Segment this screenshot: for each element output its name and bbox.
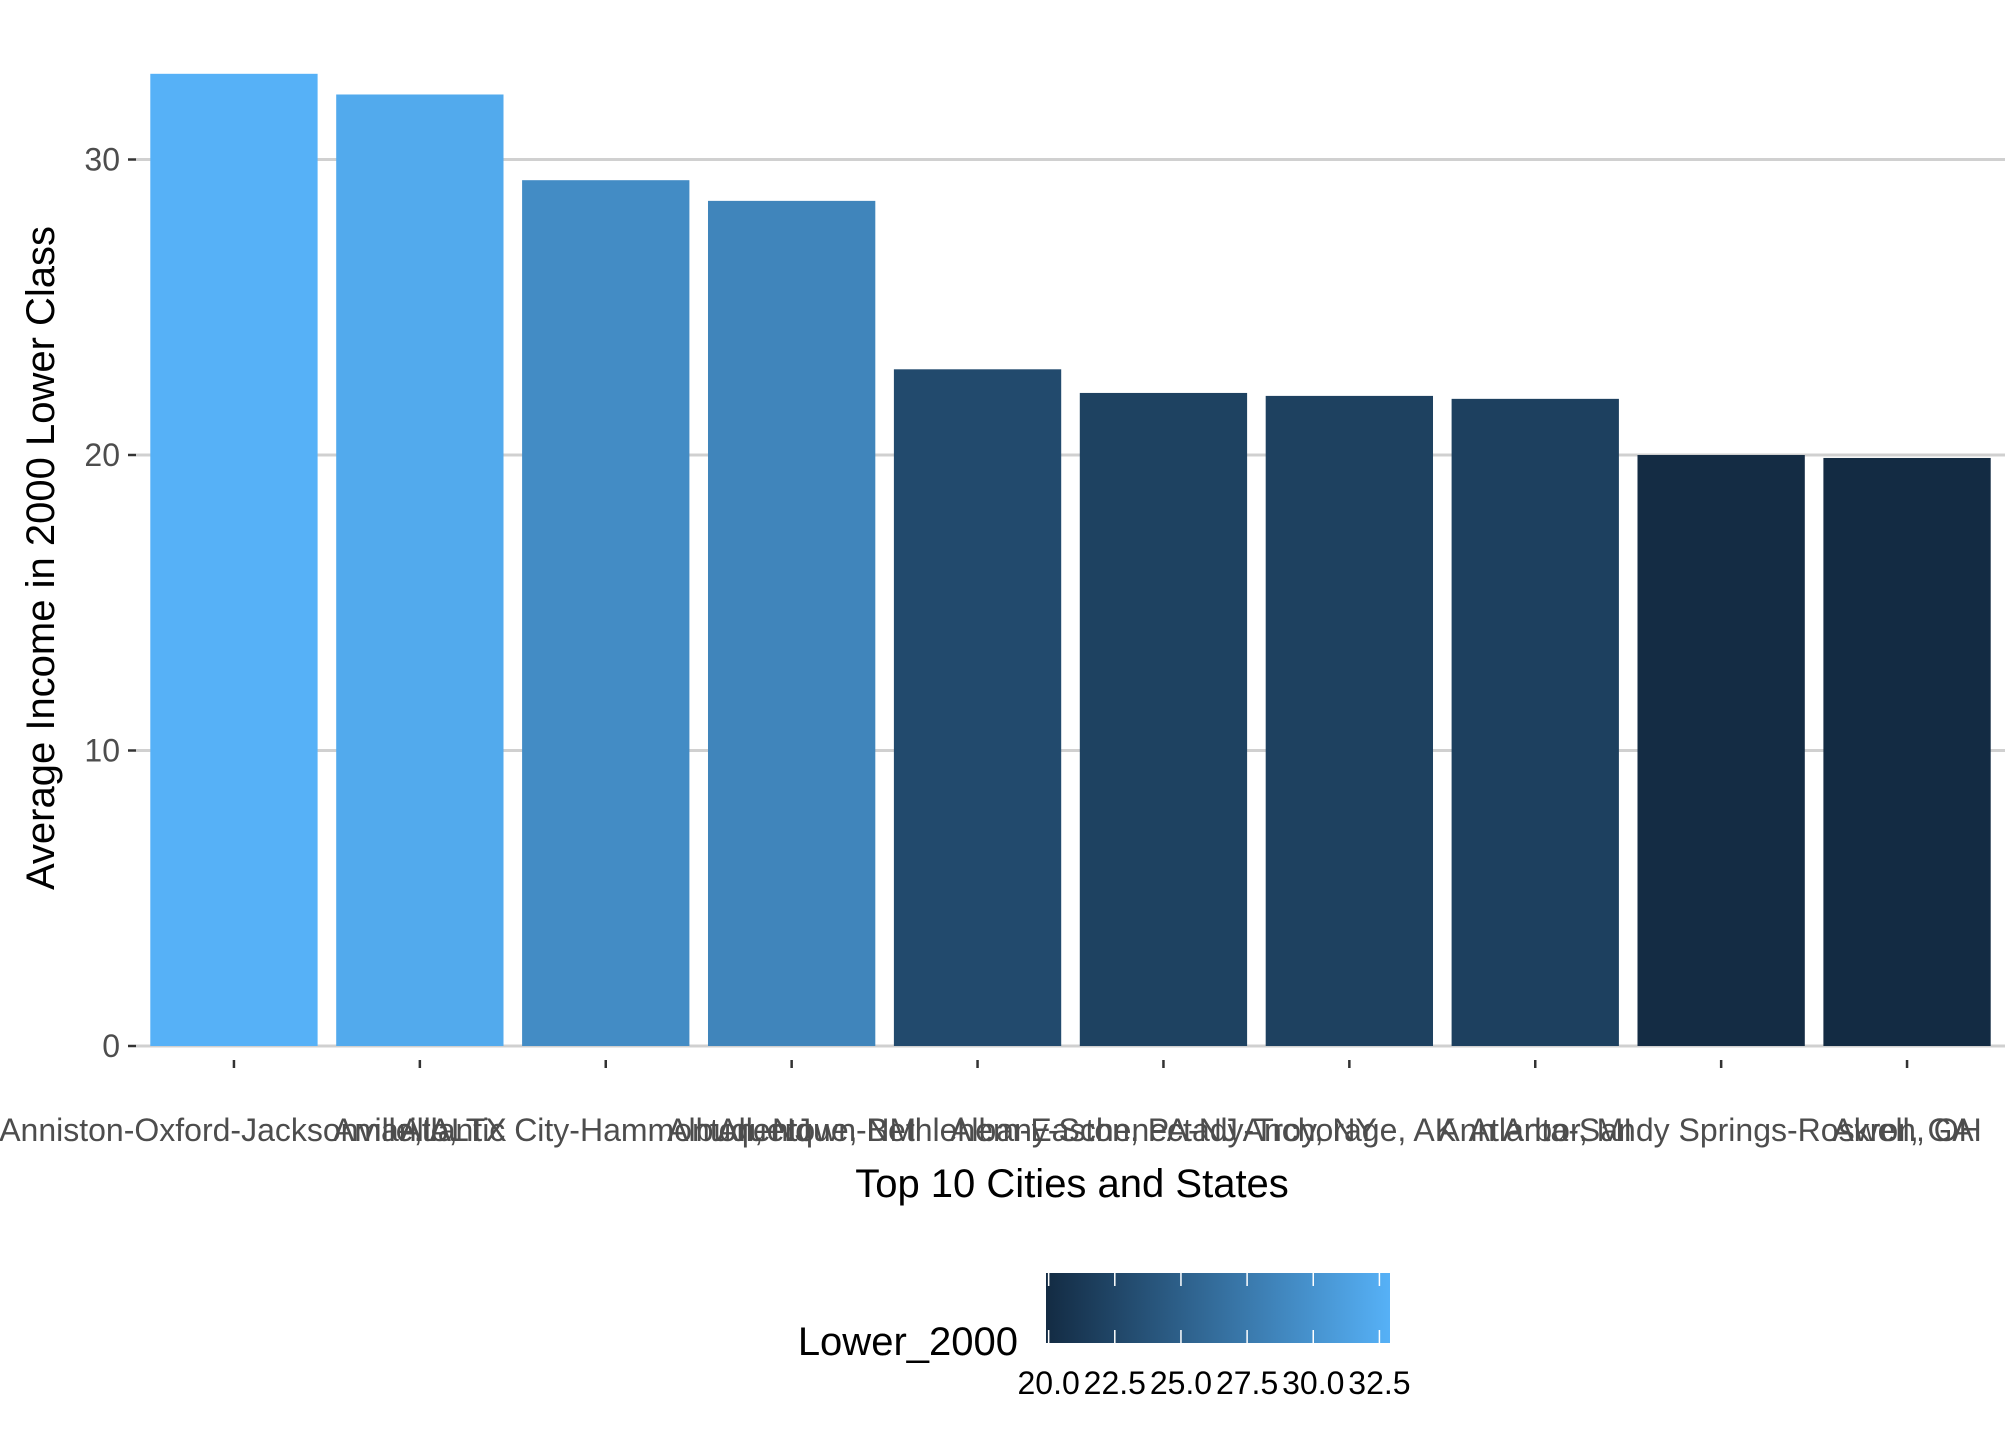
color-legend: Lower_2000 20.0 22.5 25.0 27.5 30.0 32.5 [798,1273,1411,1401]
bar [522,180,690,1046]
x-tick-label: Atlantic City-Hammonton, NJ [400,1112,811,1148]
bar [1265,395,1434,1046]
x-tick-label: Allentown-Bethlehem-Easton, PA-NJ [717,1112,1238,1148]
bar [336,94,504,1047]
bar [1079,392,1248,1046]
y-axis-title: Average Income in 2000 Lower Class [19,226,63,890]
legend-tick-label: 22.5 [1084,1365,1146,1401]
y-tick-label: 20 [84,437,120,473]
bars [150,73,1991,1047]
bar [1823,457,1991,1047]
x-tick-label: Akron, OH [1832,1112,1981,1148]
legend-ticks: 20.0 22.5 25.0 27.5 30.0 32.5 [1018,1273,1411,1401]
y-axis: 0 10 20 30 [84,142,136,1064]
legend-tick-label: 25.0 [1150,1365,1212,1401]
x-tick-label: Ann Arbor, MI [1438,1112,1632,1148]
legend-color-bar [1046,1273,1390,1343]
legend-tick-label: 30.0 [1282,1365,1344,1401]
x-axis-title: Top 10 Cities and States [855,1162,1289,1206]
bar [1637,455,1805,1046]
y-tick-label: 10 [84,733,120,769]
x-axis: Anniston-Oxford-Jacksonville, ALAmarillo… [0,1060,1982,1148]
bar [893,369,1062,1046]
x-tick-label: Albany-Schenectady-Troy, NY [950,1112,1377,1148]
x-tick-label: Albuquerque, NM [667,1112,916,1148]
legend-title: Lower_2000 [798,1320,1018,1364]
x-tick-label: Anchorage, AK [1243,1112,1456,1148]
x-tick-label: Anniston-Oxford-Jacksonville, AL [0,1112,469,1148]
x-tick-label: Atlanta-Sandy Springs-Roswell, GA [1469,1112,1975,1148]
x-tick-label: Amarillo, TX [333,1112,507,1148]
bar [150,73,318,1047]
legend-tick-label: 27.5 [1216,1365,1278,1401]
y-tick-label: 0 [102,1028,120,1064]
legend-tick-label: 20.0 [1018,1365,1080,1401]
bar [707,200,876,1046]
legend-tick-label: 32.5 [1348,1365,1410,1401]
y-tick-label: 30 [84,142,120,178]
bar [1451,398,1619,1047]
